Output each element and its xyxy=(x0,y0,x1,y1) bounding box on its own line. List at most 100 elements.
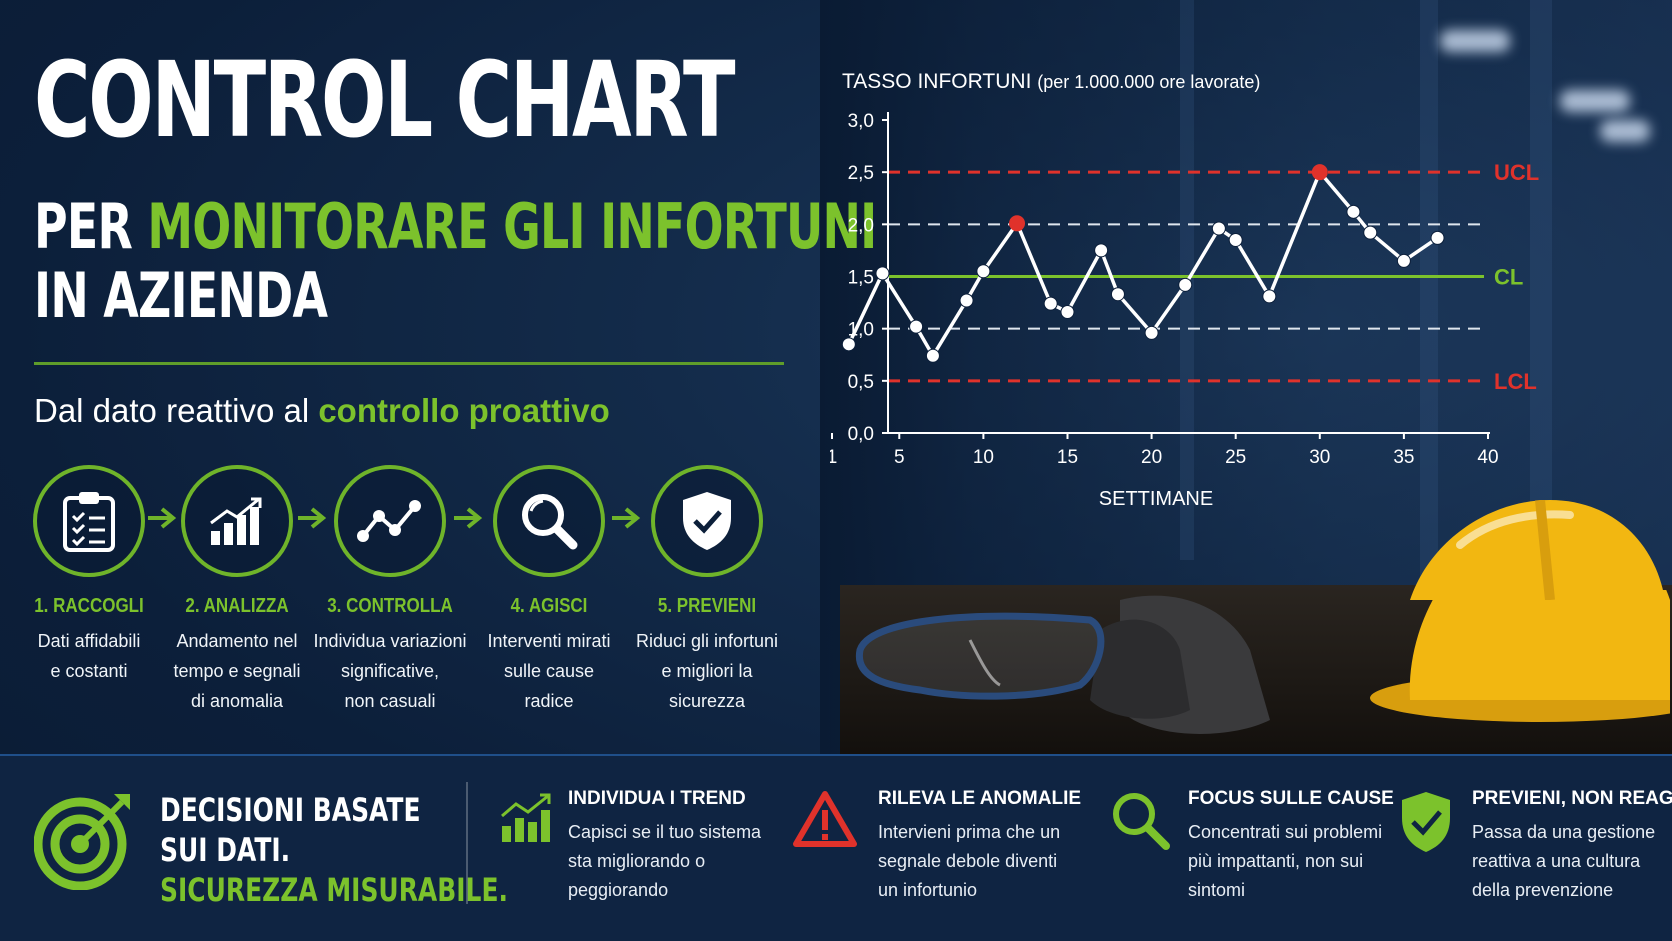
step-title: 3. CONTROLLA xyxy=(327,595,453,617)
data-point xyxy=(1043,296,1058,311)
series-points xyxy=(841,164,1445,363)
ceiling-light xyxy=(1560,90,1630,112)
chart-title-note: (per 1.000.000 ore lavorate) xyxy=(1037,72,1261,92)
data-point xyxy=(1346,204,1361,219)
chart-title: TASSO INFORTUNI (per 1.000.000 ore lavor… xyxy=(842,70,1260,94)
title-line-3: IN AZIENDA xyxy=(34,259,328,332)
step-icon-circle xyxy=(651,465,763,577)
feature-desc-line: reattiva a una cultura xyxy=(1472,851,1641,871)
x-tick-label: 15 xyxy=(1057,447,1078,468)
limit-label-cl: CL xyxy=(1494,265,1523,290)
feature-description: Capisci se il tuo sistema sta migliorand… xyxy=(568,818,761,905)
title-line-2: PER MONITORARE GLI INFORTUNI xyxy=(34,196,877,258)
feature-description: Passa da una gestione reattiva a una cul… xyxy=(1472,818,1672,905)
step-controlla: 3. CONTROLLA Individua variazioni signif… xyxy=(305,465,475,716)
x-tick-label: 25 xyxy=(1225,447,1246,468)
data-point xyxy=(959,293,974,308)
step-icon-circle xyxy=(181,465,293,577)
y-tick-label: 2,0 xyxy=(848,215,874,236)
feature-title: INDIVIDUA I TREND xyxy=(568,788,746,809)
step-title: 5. PREVIENI xyxy=(657,595,757,617)
search-icon xyxy=(1113,793,1170,850)
y-tick-label: 3,0 xyxy=(848,111,874,132)
feature-desc-line: peggiorando xyxy=(568,880,669,900)
limit-label-lcl: LCL xyxy=(1494,369,1537,394)
limit-label-ucl: UCL xyxy=(1494,160,1539,185)
shelf-post xyxy=(1530,0,1552,620)
step-raccogli: 1. RACCOGLI Dati affidabili e costanti xyxy=(4,465,174,686)
step-desc-line: sulle cause xyxy=(503,661,595,681)
subtitle: Dal dato reattivo al controllo proattivo xyxy=(34,392,610,430)
step-agisci: 4. AGISCI Interventi mirati sulle cause … xyxy=(464,465,634,716)
step-title: 1. RACCOGLI xyxy=(34,595,144,617)
data-point xyxy=(841,337,856,352)
ceiling-light xyxy=(1440,30,1510,52)
goggles-bridge xyxy=(968,639,1001,687)
step-title: 4. AGISCI xyxy=(510,595,588,617)
feature-desc-line: Intervieni prima che un xyxy=(878,822,1061,842)
x-tick-label: 10 xyxy=(973,447,994,468)
data-point xyxy=(1211,221,1226,236)
step-desc-line: e migliori la xyxy=(661,661,753,681)
feature-desc-line: sta migliorando o xyxy=(568,851,706,871)
step-desc-line: sicurezza xyxy=(668,691,746,711)
hard-hat-dome xyxy=(1409,590,1670,700)
feature-desc-line: sintomi xyxy=(1188,880,1246,900)
shelf-post xyxy=(1420,0,1438,600)
subtitle-prefix: Dal dato reattivo al xyxy=(34,392,310,429)
title-prefix: PER xyxy=(34,190,133,263)
feature-cause: FOCUS SULLE CAUSE Concentrati sui proble… xyxy=(1188,788,1394,905)
chart-title-main: TASSO INFORTUNI xyxy=(842,70,1032,93)
out-of-control-point xyxy=(1009,215,1026,232)
main-title: CONTROL CHART xyxy=(34,39,735,161)
step-desc-line: Interventi mirati xyxy=(487,631,611,651)
x-tick-label: 35 xyxy=(1393,447,1414,468)
feature-trend: INDIVIDUA I TREND Capisci se il tuo sist… xyxy=(568,788,761,905)
data-point xyxy=(875,266,890,281)
data-point xyxy=(1396,253,1411,268)
feature-desc-line: Capisci se il tuo sistema xyxy=(568,822,762,842)
y-tick-label: 2,5 xyxy=(848,163,874,184)
y-tick-label: 1,0 xyxy=(848,320,874,341)
arrow-right-icon xyxy=(454,507,483,529)
arrow-right-icon xyxy=(612,507,641,529)
data-point xyxy=(925,348,940,363)
step-description: Dati affidabili e costanti xyxy=(4,626,174,686)
feature-desc-line: più impattanti, non sui xyxy=(1188,851,1364,871)
trend-bars-icon xyxy=(501,793,551,842)
data-point xyxy=(1262,289,1277,304)
bottom-headline: DECISIONI BASATE SUI DATI. SICUREZZA MIS… xyxy=(160,790,508,910)
x-tick-label: 5 xyxy=(894,447,905,468)
step-title: 2. ANALIZZA xyxy=(185,595,289,617)
x-tick-label: 20 xyxy=(1141,447,1162,468)
data-point xyxy=(1430,230,1445,245)
glove-shape xyxy=(1090,619,1190,719)
arrow-right-icon xyxy=(148,507,177,529)
feature-anomalie: RILEVA LE ANOMALIE Intervieni prima che … xyxy=(878,788,1081,905)
step-description: Riduci gli infortuni e migliori la sicur… xyxy=(622,626,792,716)
step-desc-line: radice xyxy=(524,691,574,711)
bar-chart-icon xyxy=(210,497,262,545)
x-tick-label: 40 xyxy=(1477,447,1498,468)
arrow-right-icon xyxy=(298,507,327,529)
target-icon xyxy=(34,794,130,890)
feature-title: FOCUS SULLE CAUSE xyxy=(1188,788,1394,809)
shield-check-icon xyxy=(1402,792,1450,852)
step-desc-line: significative, xyxy=(340,661,440,681)
feature-desc-line: Concentrati sui problemi xyxy=(1188,822,1383,842)
feature-previeni: PREVIENI, NON REAGIRE Passa da una gesti… xyxy=(1472,788,1672,905)
data-point xyxy=(1228,232,1243,247)
step-desc-line: Individua variazioni xyxy=(313,631,467,651)
warning-icon xyxy=(793,791,857,847)
x-tick-label: 30 xyxy=(1309,447,1330,468)
step-desc-line: Riduci gli infortuni xyxy=(635,631,779,651)
step-desc-line: non casuali xyxy=(344,691,436,711)
y-tick-label: 0,5 xyxy=(848,372,874,393)
x-tick-label: 1 xyxy=(830,447,837,468)
step-desc-line: Andamento nel xyxy=(176,631,298,651)
line-chart-icon xyxy=(357,500,421,542)
feature-description: Concentrati sui problemi più impattanti,… xyxy=(1188,818,1394,905)
feature-description: Intervieni prima che un segnale debole d… xyxy=(878,818,1081,905)
